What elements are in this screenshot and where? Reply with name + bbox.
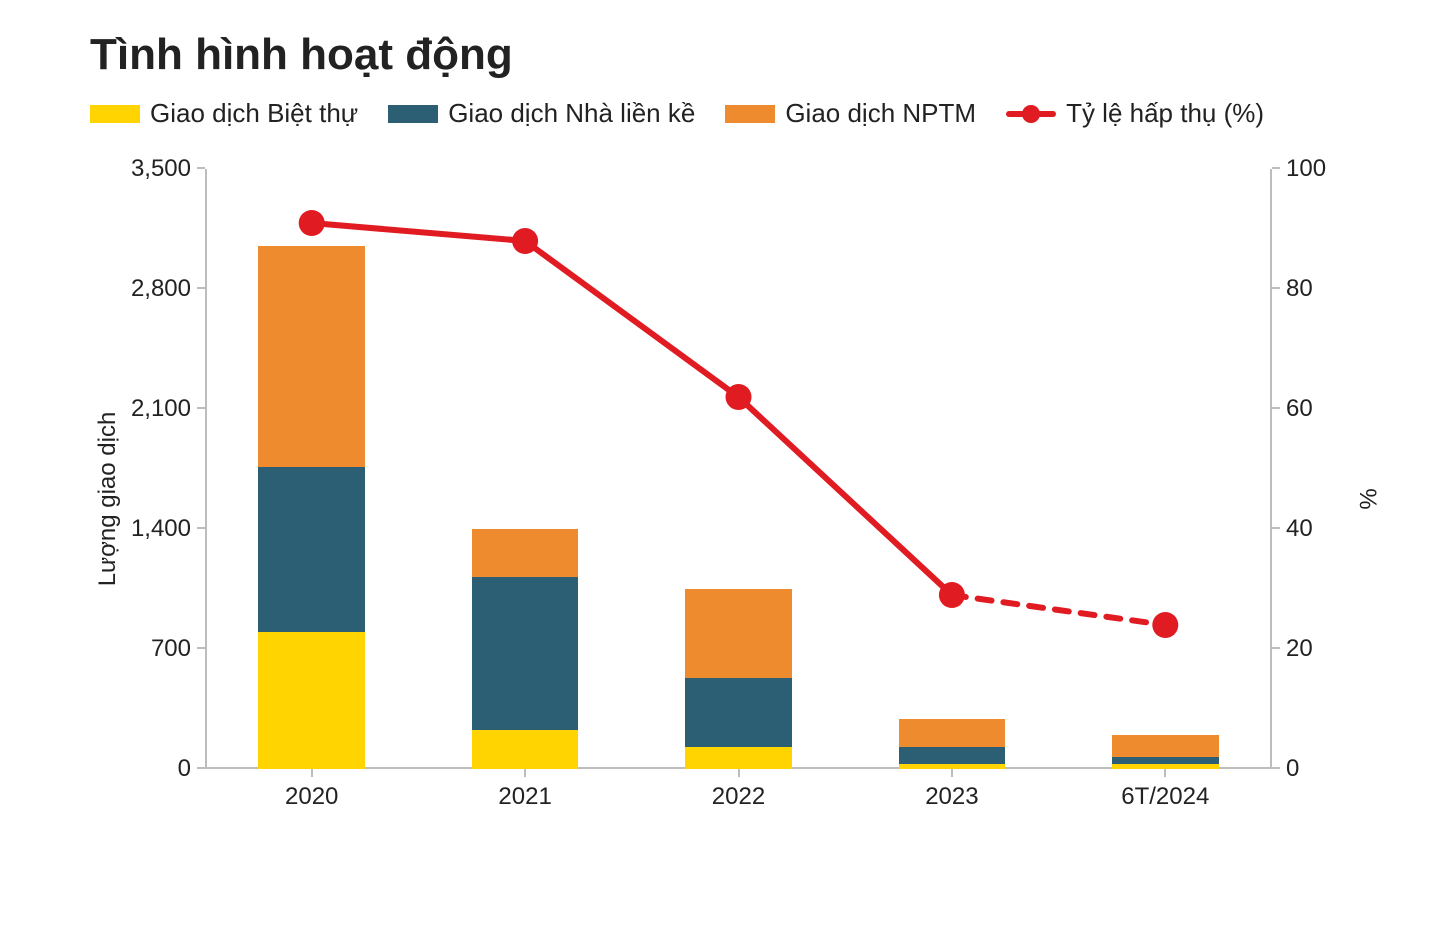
legend-item-series2: Giao dịch Nhà liền kề bbox=[388, 98, 695, 129]
y-right-tick-label: 100 bbox=[1272, 155, 1326, 183]
x-tick-mark bbox=[524, 769, 526, 777]
y-right-tick-label: 80 bbox=[1272, 275, 1313, 303]
legend-label-series3: Giao dịch NPTM bbox=[785, 98, 976, 129]
y-right-tick-label: 60 bbox=[1272, 395, 1313, 423]
legend-item-series3: Giao dịch NPTM bbox=[725, 98, 976, 129]
legend-swatch-series1 bbox=[90, 105, 140, 123]
legend: Giao dịch Biệt thự Giao dịch Nhà liền kề… bbox=[90, 98, 1387, 129]
line-series-layer bbox=[205, 169, 1272, 769]
legend-swatch-line bbox=[1006, 104, 1056, 124]
line-segment bbox=[952, 595, 1165, 625]
line-marker bbox=[726, 384, 752, 410]
x-tick-mark bbox=[738, 769, 740, 777]
y-right-tick-label: 40 bbox=[1272, 515, 1313, 543]
y-axis-right-title: % bbox=[1355, 488, 1383, 509]
legend-swatch-series2 bbox=[388, 105, 438, 123]
plot-area: 07001,4002,1002,8003,5000204060801002020… bbox=[205, 169, 1272, 769]
line-marker bbox=[299, 210, 325, 236]
line-marker bbox=[1152, 612, 1178, 638]
legend-item-series1: Giao dịch Biệt thự bbox=[90, 98, 358, 129]
y-left-tick-label: 2,100 bbox=[131, 395, 205, 423]
y-right-tick-label: 0 bbox=[1272, 755, 1299, 783]
y-left-tick-label: 1,400 bbox=[131, 515, 205, 543]
y-left-tick-label: 700 bbox=[151, 635, 205, 663]
y-left-tick-label: 2,800 bbox=[131, 275, 205, 303]
legend-item-line: Tỷ lệ hấp thụ (%) bbox=[1006, 98, 1264, 129]
legend-label-line: Tỷ lệ hấp thụ (%) bbox=[1066, 98, 1264, 129]
y-axis-left-title: Lượng giao dịch bbox=[94, 412, 122, 587]
chart-title: Tình hình hoạt động bbox=[90, 30, 1387, 80]
legend-label-series2: Giao dịch Nhà liền kề bbox=[448, 98, 695, 129]
chart-page: Tình hình hoạt động Giao dịch Biệt thự G… bbox=[0, 0, 1447, 932]
line-segment bbox=[312, 223, 525, 241]
legend-swatch-series3 bbox=[725, 105, 775, 123]
legend-label-series1: Giao dịch Biệt thự bbox=[150, 98, 358, 129]
chart-area: Lượng giao dịch % 07001,4002,1002,8003,5… bbox=[90, 149, 1387, 849]
line-marker bbox=[939, 582, 965, 608]
line-marker bbox=[512, 228, 538, 254]
line-segment bbox=[739, 397, 952, 595]
y-left-tick-label: 3,500 bbox=[131, 155, 205, 183]
y-right-tick-label: 20 bbox=[1272, 635, 1313, 663]
x-tick-mark bbox=[1164, 769, 1166, 777]
line-segment bbox=[525, 241, 738, 397]
x-tick-mark bbox=[311, 769, 313, 777]
y-left-tick-label: 0 bbox=[178, 755, 205, 783]
x-tick-mark bbox=[951, 769, 953, 777]
